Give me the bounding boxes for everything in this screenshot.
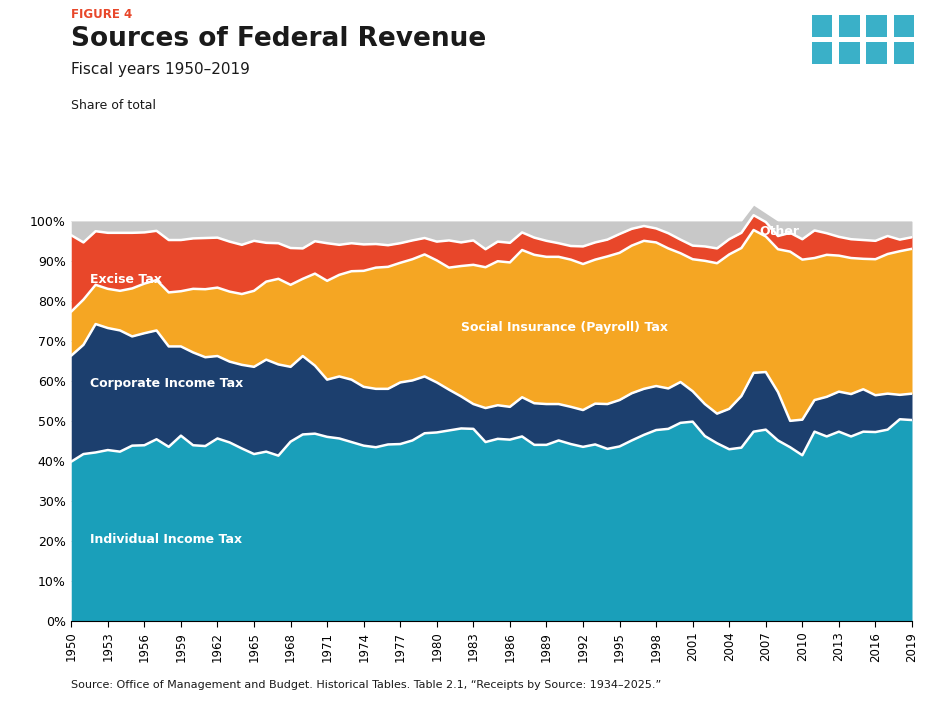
Bar [894, 42, 914, 64]
Text: Excise Tax: Excise Tax [89, 273, 162, 286]
Text: Sources of Federal Revenue: Sources of Federal Revenue [71, 26, 486, 52]
Bar [839, 42, 860, 64]
Text: Fiscal years 1950–2019: Fiscal years 1950–2019 [71, 62, 250, 77]
Text: Individual Income Tax: Individual Income Tax [89, 533, 241, 546]
Text: Corporate Income Tax: Corporate Income Tax [89, 377, 243, 390]
Bar [894, 16, 914, 37]
Text: Source: Office of Management and Budget. Historical Tables. Table 2.1, “Receipts: Source: Office of Management and Budget.… [71, 681, 661, 690]
Bar [811, 16, 832, 37]
Bar [866, 16, 887, 37]
Text: FIGURE 4: FIGURE 4 [71, 8, 132, 20]
Bar [811, 42, 832, 64]
Text: Share of total: Share of total [71, 100, 156, 112]
Text: TPC: TPC [837, 73, 887, 97]
Text: Social Insurance (Payroll) Tax: Social Insurance (Payroll) Tax [461, 321, 668, 334]
Text: Other: Other [760, 225, 800, 238]
Bar [866, 42, 887, 64]
Bar [839, 16, 860, 37]
